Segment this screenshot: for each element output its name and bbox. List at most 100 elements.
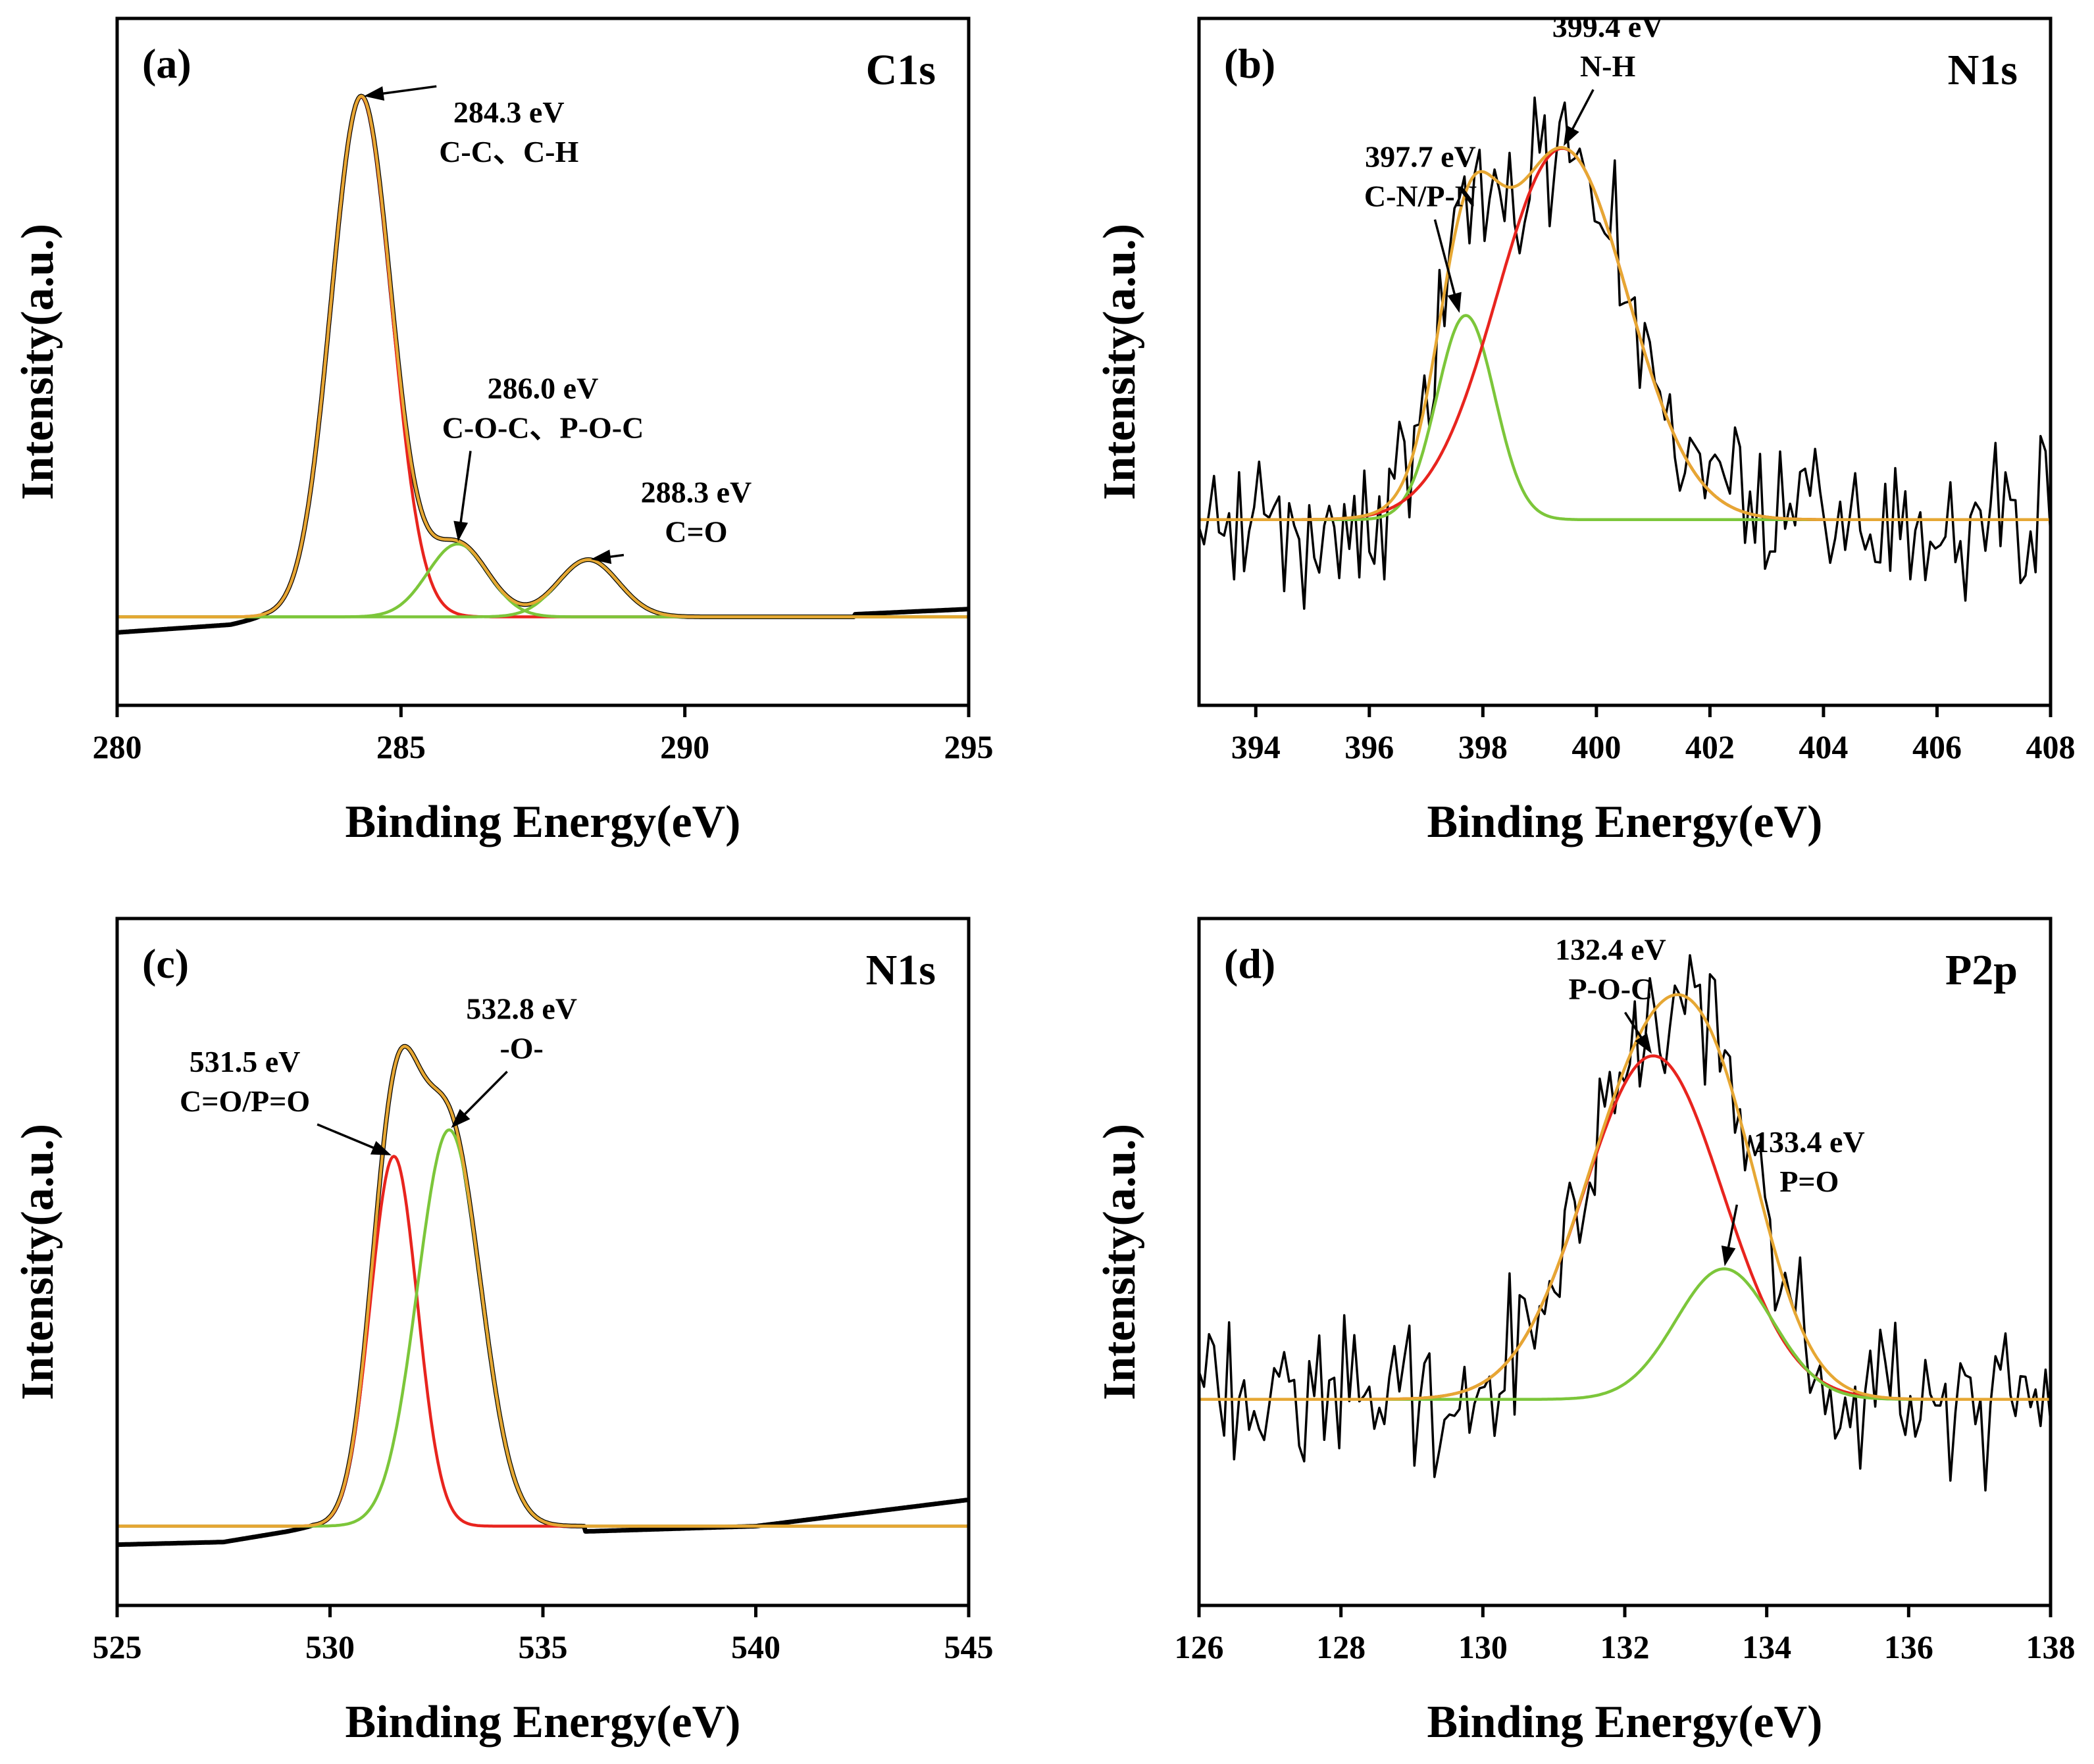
x-axis-label: Binding Energy(eV)	[1427, 797, 1823, 847]
annotation-arrow	[1433, 219, 1457, 298]
annotation-text: C-N/P-N	[1364, 180, 1477, 213]
annotation-text: 133.4 eV	[1754, 1125, 1865, 1159]
arrow-head-icon	[590, 549, 612, 565]
x-axis-label: Binding Energy(eV)	[1427, 1697, 1823, 1748]
annotation-text: 286.0 eV	[488, 371, 599, 405]
x-axis-label: Binding Energy(eV)	[345, 1697, 741, 1748]
peak-annotation: 288.3 eV C=O	[590, 476, 752, 565]
x-tick-label: 134	[1742, 1628, 1791, 1665]
plot-area	[1199, 96, 2051, 610]
annotation-text: 284.3 eV	[453, 95, 565, 129]
x-tick-label: 128	[1316, 1628, 1366, 1665]
component-peak-531.5	[117, 1155, 969, 1528]
annotation-text: C-O-C、P-O-C	[442, 411, 644, 444]
annotation-text: P-O-C	[1569, 972, 1653, 1006]
x-tick-label: 398	[1458, 728, 1508, 765]
plot-area	[117, 1044, 969, 1548]
x-tick-label: 408	[2026, 728, 2076, 765]
panel-c: 525 530 535 540 545 Binding Energy(eV) Intensi…	[13, 917, 994, 1748]
annotation-arrow	[317, 1123, 378, 1151]
arrow-head-icon	[453, 520, 469, 542]
component-peak-286	[117, 542, 969, 618]
annotation-arrow	[379, 85, 437, 95]
peak-annotation: 399.4 eV N-H	[1552, 10, 1664, 146]
component-peak-397.7	[1199, 314, 2051, 522]
peak-annotation: 132.4 eV P-O-C	[1555, 933, 1666, 1054]
annotation-arrow	[1570, 89, 1595, 133]
x-tick-label: 285	[376, 728, 426, 765]
panel-b: 394 396 398 400 402 404 406 408 Binding Energy(e…	[1094, 10, 2076, 847]
x-tick-label: 280	[93, 728, 142, 765]
fitted-envelope-line	[117, 1044, 969, 1528]
annotation-text: P=O	[1779, 1165, 1839, 1198]
panel-label: (a)	[142, 40, 192, 87]
component-peak-284.3	[117, 95, 969, 618]
plot-frame	[115, 16, 971, 707]
annotation-text: C=O	[665, 515, 727, 549]
arrow-head-icon	[363, 86, 385, 101]
annotation-text: N-H	[1580, 49, 1636, 83]
x-tick-label: 290	[660, 728, 709, 765]
annotation-text: 288.3 eV	[641, 476, 752, 509]
x-tick-label: 136	[1884, 1628, 1933, 1665]
annotation-arrow	[1623, 1011, 1645, 1042]
arrow-head-icon	[1563, 125, 1579, 146]
x-tick-label: 394	[1231, 728, 1281, 765]
x-tick-label: 126	[1175, 1628, 1224, 1665]
panel-label: (c)	[142, 940, 189, 987]
x-tick-label: 535	[519, 1628, 568, 1665]
arrow-head-icon	[1447, 291, 1462, 313]
fitted-envelope-line	[117, 94, 969, 618]
plot-area	[1199, 954, 2051, 1492]
component-peak-288.3	[117, 558, 969, 618]
fitted-envelope-line	[1199, 993, 2051, 1401]
peak-annotation: 532.8 eV -O-	[451, 992, 577, 1128]
peak-annotation: 531.5 eV C=O/P=O	[180, 1045, 392, 1155]
plot-frame	[1197, 16, 2053, 707]
x-tick-label: 545	[944, 1628, 994, 1665]
panel-d: 126 128 130 132 134 136 138 Binding Energy(eV) I…	[1094, 917, 2076, 1748]
annotation-arrow	[461, 1071, 508, 1118]
arrow-head-icon	[370, 1141, 392, 1155]
fitted-envelope-line	[1199, 145, 2051, 522]
annotation-text: -O-	[499, 1032, 543, 1065]
annotation-text: 532.8 eV	[466, 992, 577, 1026]
panel-label: (b)	[1224, 40, 1275, 87]
x-tick-label: 130	[1458, 1628, 1508, 1665]
peak-annotation: 284.3 eV C-C、C-H	[363, 85, 578, 168]
peak-annotation: 286.0 eV C-O-C、P-O-C	[442, 371, 644, 542]
annotation-arrow	[459, 451, 472, 526]
annotation-text: 132.4 eV	[1555, 933, 1666, 967]
annotation-text: 531.5 eV	[190, 1045, 301, 1078]
plot-area	[117, 93, 969, 635]
component-peak-132.4	[1199, 1054, 2051, 1401]
plot-frame	[1197, 917, 2053, 1607]
raw-spectrum-line	[1199, 954, 2051, 1492]
x-tick-label: 396	[1344, 728, 1394, 765]
x-tick-label: 525	[93, 1628, 142, 1665]
x-tick-label: 295	[944, 728, 994, 765]
spectrum-title: N1s	[1948, 46, 2018, 94]
panel-label: (d)	[1224, 940, 1275, 987]
annotation-text: C=O/P=O	[180, 1084, 310, 1118]
component-peak-532.8	[117, 1128, 969, 1528]
raw-spectrum-line	[1199, 96, 2051, 610]
y-axis-label: Intensity(a.u.)	[1094, 224, 1145, 500]
panel-a: 280 285 290 295 Binding Energy(eV) Intensity(…	[13, 16, 994, 847]
x-tick-label: 530	[305, 1628, 355, 1665]
peak-annotation: 397.7 eV C-N/P-N	[1364, 140, 1477, 313]
arrow-head-icon	[1721, 1245, 1736, 1267]
spectrum-title: P2p	[1945, 946, 2018, 994]
raw-spectrum-line	[117, 93, 969, 635]
annotation-text: 397.7 eV	[1365, 140, 1476, 174]
x-tick-label: 132	[1600, 1628, 1650, 1665]
x-tick-label: 400	[1571, 728, 1621, 765]
y-axis-label: Intensity(a.u.)	[13, 1124, 63, 1400]
spectrum-title: N1s	[866, 946, 936, 994]
y-axis-label: Intensity(a.u.)	[13, 224, 63, 500]
arrow-head-icon	[451, 1109, 471, 1128]
x-tick-label: 404	[1799, 728, 1848, 765]
annotation-text: 399.4 eV	[1552, 10, 1664, 43]
x-tick-label: 406	[1912, 728, 1962, 765]
